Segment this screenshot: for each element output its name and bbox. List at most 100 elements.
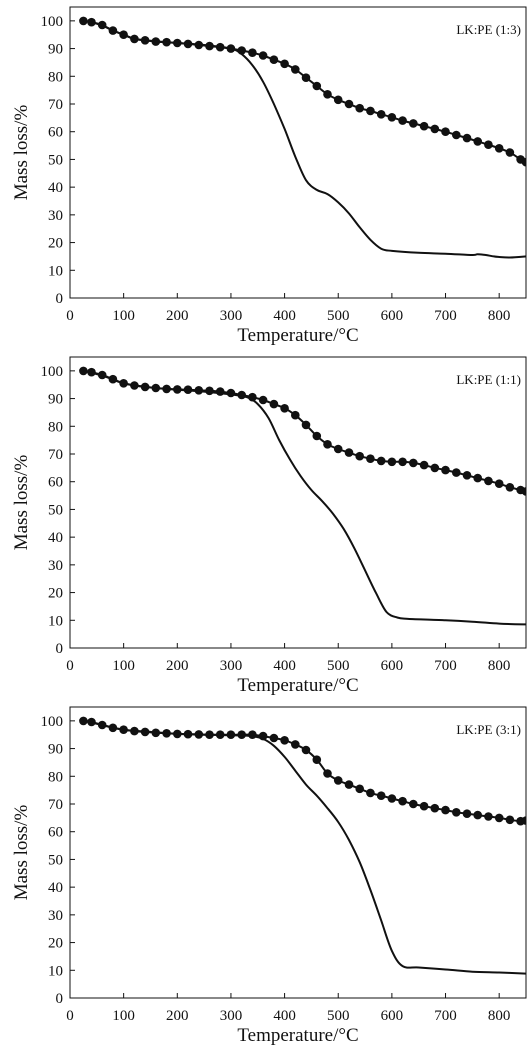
y-tick-label: 20 (48, 936, 63, 952)
y-axis-title: Mass loss/% (11, 455, 32, 551)
data-point (248, 48, 257, 57)
x-tick-label: 700 (434, 658, 457, 674)
series-marked-2 (79, 366, 526, 496)
data-point (355, 784, 365, 794)
x-tick-label: 100 (112, 308, 135, 324)
y-tick-label: 90 (48, 392, 63, 408)
data-point (452, 468, 461, 477)
data-point (387, 794, 397, 803)
y-axis-title: Mass loss/% (11, 805, 32, 901)
data-point (505, 483, 515, 492)
sample-label: LK:PE (1:1) (456, 372, 521, 387)
y-tick-label: 90 (48, 742, 63, 758)
y-tick-label: 60 (48, 825, 63, 841)
series-line (83, 369, 526, 626)
data-point (258, 395, 268, 405)
data-point (344, 780, 354, 789)
data-point (398, 116, 407, 125)
data-point (473, 137, 483, 146)
data-point (494, 813, 504, 823)
chart-panel-1: 0 10 20 30 40 50 60 70 80 90 100 0 100 200 300 400 500 60… (0, 0, 527, 349)
data-point (494, 479, 504, 488)
data-point (441, 805, 450, 815)
data-point (366, 788, 375, 798)
series-marked-1 (79, 16, 526, 167)
data-point (484, 140, 493, 149)
data-point (344, 99, 354, 109)
y-tick-label: 80 (48, 769, 63, 785)
data-point (280, 736, 289, 745)
x-tick-label: 300 (220, 658, 243, 674)
data-point (462, 133, 472, 143)
data-point (269, 733, 279, 743)
data-point (79, 16, 88, 26)
y-tick-label: 30 (48, 908, 63, 924)
data-point (376, 456, 386, 466)
data-point (323, 769, 332, 778)
series-plain-3 (83, 719, 526, 975)
x-tick-label: 0 (66, 658, 74, 674)
x-tick-label: 500 (327, 308, 350, 324)
data-point (430, 803, 440, 813)
y-tick-label: 70 (48, 447, 63, 463)
data-point (344, 448, 354, 457)
y-tick-label: 10 (48, 613, 63, 629)
y-tick-label: 50 (48, 502, 63, 518)
x-tick-label: 400 (273, 308, 296, 324)
series-line (83, 19, 526, 259)
data-point (355, 103, 365, 113)
plot-frame-2 (69, 356, 527, 649)
y-tick-label: 90 (48, 42, 63, 58)
data-point (452, 130, 461, 140)
x-tick-label: 800 (488, 658, 511, 674)
y-tick-label: 10 (48, 263, 63, 279)
x-tick-label: 800 (488, 1008, 511, 1024)
plot-frame-3 (69, 706, 527, 999)
data-point (441, 465, 450, 475)
data-point (205, 386, 214, 396)
data-point (484, 476, 493, 486)
data-point (269, 55, 279, 64)
plot-frame-1 (69, 6, 527, 299)
x-tick-label: 800 (488, 308, 511, 324)
data-point (301, 420, 311, 430)
y-tick-label: 60 (48, 475, 63, 491)
y-tick-label: 50 (48, 852, 63, 868)
data-point (419, 121, 429, 131)
data-point (462, 809, 472, 818)
data-point (430, 124, 440, 134)
x-axis-title: Temperature/°C (237, 675, 358, 696)
series-plain-1 (83, 19, 526, 259)
sample-label: LK:PE (3:1) (456, 722, 521, 737)
x-tick-label: 500 (327, 1008, 350, 1024)
data-point (291, 740, 300, 749)
data-point (366, 106, 375, 116)
chart-panel-2: 0 10 20 30 40 50 60 70 80 90 100 0 100 200 300 400 500 60… (0, 350, 527, 699)
data-point (419, 460, 429, 470)
y-tick-label: 100 (41, 364, 64, 380)
data-point (280, 59, 289, 69)
data-point (521, 816, 526, 825)
data-point (323, 440, 332, 449)
x-axis-title: Temperature/°C (237, 325, 358, 346)
data-point (366, 454, 375, 463)
data-point (521, 157, 526, 167)
chart-2-svg: 0 10 20 30 40 50 60 70 80 90 100 0 100 200 300 400 500 60… (11, 356, 527, 696)
chart-1-svg: 0 10 20 30 40 50 60 70 80 90 100 0 100 200 300 400 500 60… (11, 6, 527, 346)
data-point (462, 471, 472, 480)
y-tick-label: 70 (48, 97, 63, 113)
y-tick-label: 60 (48, 125, 63, 141)
data-point (291, 410, 300, 420)
data-point (398, 457, 407, 467)
x-tick-label: 700 (434, 1008, 457, 1024)
y-tick-label: 30 (48, 208, 63, 224)
y-tick-label: 0 (56, 291, 64, 307)
data-point (355, 451, 365, 461)
x-tick-label: 100 (112, 1008, 135, 1024)
x-axis-title: Temperature/°C (237, 1025, 358, 1046)
data-point (333, 95, 343, 105)
y-tick-label: 20 (48, 586, 63, 602)
data-point (484, 812, 493, 821)
data-point (323, 90, 332, 99)
x-tick-label: 300 (220, 1008, 243, 1024)
